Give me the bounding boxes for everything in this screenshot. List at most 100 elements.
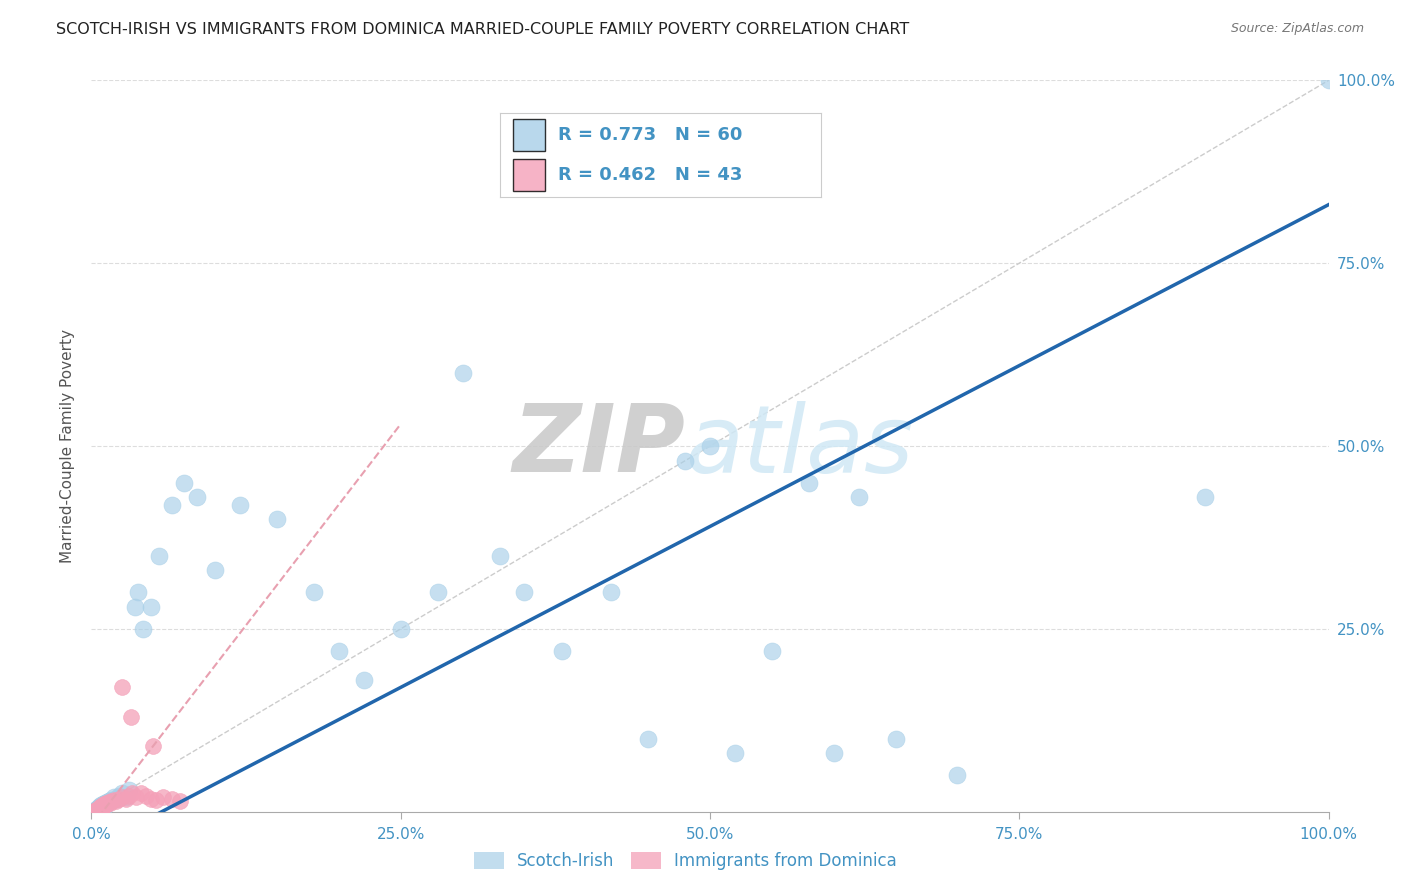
Point: [823, 746, 845, 760]
Point: [91, 799, 114, 814]
Point: [266, 512, 288, 526]
Point: [115, 790, 138, 805]
Point: [87, 800, 110, 814]
Point: [84, 804, 107, 818]
Point: [513, 585, 536, 599]
Point: [848, 490, 870, 504]
Point: [204, 563, 226, 577]
Point: [86, 803, 108, 817]
Point: [673, 453, 696, 467]
Point: [637, 731, 659, 746]
Point: [169, 794, 191, 808]
Point: [699, 439, 721, 453]
Point: [98, 795, 121, 809]
Point: [1317, 73, 1340, 87]
Point: [103, 790, 125, 805]
Point: [111, 790, 134, 805]
Point: [132, 622, 155, 636]
Point: [96, 797, 118, 812]
Point: [125, 790, 148, 805]
Point: [91, 797, 114, 812]
Point: [96, 797, 118, 811]
Point: [93, 799, 115, 814]
Point: [173, 475, 195, 490]
Point: [550, 644, 572, 658]
Point: [124, 599, 146, 614]
Text: R = 0.773   N = 60: R = 0.773 N = 60: [558, 126, 742, 145]
Point: [139, 599, 162, 614]
Point: [91, 798, 114, 813]
Point: [97, 794, 120, 808]
FancyBboxPatch shape: [513, 159, 544, 191]
Point: [451, 366, 474, 380]
Point: [90, 798, 112, 813]
Point: [94, 797, 117, 811]
Point: [86, 803, 108, 817]
Point: [87, 803, 110, 817]
Point: [111, 787, 134, 801]
Point: [142, 739, 165, 753]
Point: [127, 585, 149, 599]
Point: [946, 768, 969, 782]
Point: [100, 795, 122, 809]
Point: [86, 803, 108, 817]
Point: [353, 673, 375, 687]
Point: [105, 794, 128, 808]
Point: [186, 490, 208, 504]
Point: [229, 498, 252, 512]
Point: [139, 791, 162, 805]
Point: [89, 801, 111, 815]
Point: [90, 800, 112, 814]
Point: [86, 801, 108, 815]
Point: [93, 797, 115, 811]
Point: [600, 585, 623, 599]
Point: [96, 795, 118, 809]
Point: [761, 644, 783, 658]
Point: [145, 793, 167, 807]
Point: [884, 731, 907, 746]
Point: [97, 795, 120, 809]
Point: [96, 796, 118, 810]
FancyBboxPatch shape: [513, 120, 544, 151]
Point: [160, 498, 183, 512]
Point: [98, 796, 121, 810]
Legend: Scotch-Irish, Immigrants from Dominica: Scotch-Irish, Immigrants from Dominica: [467, 845, 904, 877]
Point: [1194, 490, 1216, 504]
Text: atlas: atlas: [685, 401, 914, 491]
Point: [107, 789, 129, 803]
Point: [89, 801, 111, 815]
Point: [426, 585, 449, 599]
Point: [86, 803, 108, 817]
Point: [91, 798, 114, 813]
Point: [117, 782, 139, 797]
Text: R = 0.462   N = 43: R = 0.462 N = 43: [558, 166, 742, 184]
Point: [89, 802, 111, 816]
Point: [129, 787, 152, 801]
Point: [724, 746, 747, 760]
Point: [797, 475, 820, 490]
Text: SCOTCH-IRISH VS IMMIGRANTS FROM DOMINICA MARRIED-COUPLE FAMILY POVERTY CORRELATI: SCOTCH-IRISH VS IMMIGRANTS FROM DOMINICA…: [56, 22, 910, 37]
Point: [105, 791, 128, 805]
Point: [89, 799, 111, 814]
Text: Source: ZipAtlas.com: Source: ZipAtlas.com: [1230, 22, 1364, 36]
Point: [148, 549, 170, 563]
Point: [328, 644, 350, 658]
Point: [111, 681, 134, 695]
Point: [93, 797, 115, 812]
Y-axis label: Married-Couple Family Poverty: Married-Couple Family Poverty: [60, 329, 76, 563]
Point: [90, 801, 112, 815]
Point: [135, 789, 157, 803]
Point: [120, 709, 142, 723]
Point: [93, 798, 115, 813]
Point: [94, 796, 117, 810]
Point: [90, 799, 112, 814]
Point: [103, 793, 125, 807]
Point: [100, 793, 122, 807]
Point: [96, 797, 118, 812]
Point: [152, 790, 174, 805]
Point: [117, 789, 139, 803]
Point: [389, 622, 412, 636]
Point: [84, 803, 107, 817]
Point: [87, 801, 110, 815]
Point: [121, 787, 143, 801]
